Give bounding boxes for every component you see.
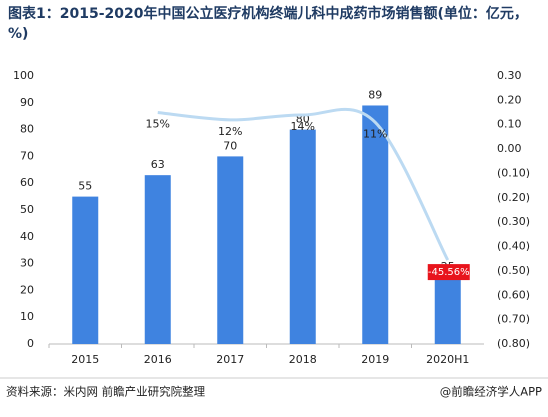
bar-value-label: 70 xyxy=(223,139,237,152)
x-tick-label: 2020H1 xyxy=(426,353,469,366)
bar-value-label: 55 xyxy=(78,180,92,193)
y-tick-label: 20 xyxy=(20,283,34,296)
bar xyxy=(362,105,389,344)
y-tick-label: 40 xyxy=(20,230,34,243)
brand: @前瞻经济学人APP xyxy=(440,385,542,399)
growth-line xyxy=(157,107,450,261)
y2-tick-label: 0.20 xyxy=(497,93,522,106)
line-value-label: 11% xyxy=(363,127,387,140)
bar xyxy=(434,277,461,344)
line-value-label: 15% xyxy=(146,118,170,131)
bar xyxy=(217,156,244,344)
y-tick-label: 30 xyxy=(20,257,34,270)
y2-tick-label: (0.80) xyxy=(497,337,530,350)
y-tick-label: 50 xyxy=(20,203,34,216)
y2-tick-label: (0.40) xyxy=(497,240,530,253)
title-box: 图表1：2015-2020年中国公立医疗机构终端儿科中成药市场销售额(单位：亿元… xyxy=(8,6,528,42)
bar xyxy=(144,175,171,344)
y2-tick-label: (0.30) xyxy=(497,215,530,228)
chart-title: 图表1：2015-2020年中国公立医疗机构终端儿科中成药市场销售额(单位：亿元… xyxy=(8,6,528,42)
y2-tick-label: (0.50) xyxy=(497,264,530,277)
negative-label-box xyxy=(427,264,470,281)
x-tick-label: 2015 xyxy=(71,353,99,366)
y-tick-label: 10 xyxy=(20,310,34,323)
y2-tick-label: 0.30 xyxy=(497,69,522,82)
y2-tick-label: 0.00 xyxy=(497,142,522,155)
x-tick-label: 2019 xyxy=(361,353,389,366)
y-tick-label: 60 xyxy=(20,176,34,189)
line-value-label: -45.56% xyxy=(428,267,470,278)
x-tick-label: 2016 xyxy=(144,353,172,366)
line-value-label: 12% xyxy=(218,125,242,138)
y-tick-label: 100 xyxy=(13,69,34,82)
y2-tick-label: (0.70) xyxy=(497,313,530,326)
x-tick-label: 2017 xyxy=(216,353,244,366)
bar xyxy=(72,196,99,344)
bar-value-label: 89 xyxy=(368,88,382,101)
line-value-label: 14% xyxy=(291,120,315,133)
y-tick-label: 70 xyxy=(20,149,34,162)
y-tick-label: 80 xyxy=(20,123,34,136)
y2-tick-label: (0.60) xyxy=(497,288,530,301)
source: 资料来源：米内网 前瞻产业研究院整理 xyxy=(6,385,206,399)
bar xyxy=(289,129,316,344)
y-tick-label: 0 xyxy=(27,337,34,350)
x-tick-label: 2018 xyxy=(289,353,317,366)
y2-tick-label: (0.20) xyxy=(497,191,530,204)
y2-tick-label: (0.10) xyxy=(497,166,530,179)
y2-tick-label: 0.10 xyxy=(497,118,522,131)
y-tick-label: 90 xyxy=(20,96,34,109)
bar-value-label: 63 xyxy=(151,158,165,171)
